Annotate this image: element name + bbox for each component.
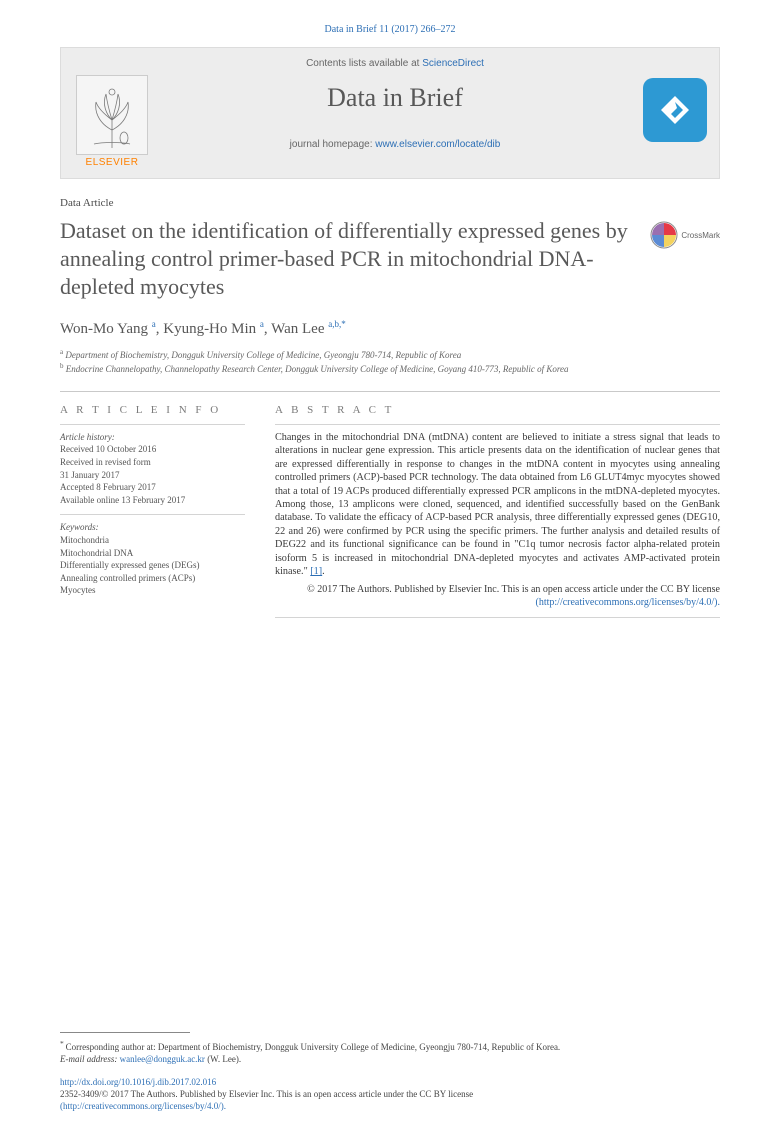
affiliations-block: a Department of Biochemistry, Dongguk Un… bbox=[60, 348, 720, 374]
author-3: Wan Lee bbox=[271, 321, 324, 337]
banner-center: Contents lists available at ScienceDirec… bbox=[161, 58, 629, 150]
history-line: Accepted 8 February 2017 bbox=[60, 481, 245, 494]
affiliation-b-text: Endocrine Channelopathy, Channelopathy R… bbox=[66, 364, 569, 374]
footnote-divider bbox=[60, 1032, 190, 1033]
article-info-column: A R T I C L E I N F O Article history: R… bbox=[60, 404, 245, 624]
keywords-label: Keywords: bbox=[60, 521, 245, 534]
history-line: Received in revised form bbox=[60, 456, 245, 469]
info-heading: A R T I C L E I N F O bbox=[60, 404, 245, 416]
page-footer: * Corresponding author at: Department of… bbox=[60, 1032, 720, 1112]
author-2: Kyung-Ho Min bbox=[163, 321, 256, 337]
author-1: Won-Mo Yang bbox=[60, 321, 148, 337]
email-suffix: (W. Lee). bbox=[205, 1054, 241, 1064]
homepage-line: journal homepage: www.elsevier.com/locat… bbox=[161, 139, 629, 150]
running-head-citation: Data in Brief 11 (2017) 266–272 bbox=[0, 0, 780, 47]
affiliation-a: a Department of Biochemistry, Dongguk Un… bbox=[60, 348, 720, 361]
abstract-column: A B S T R A C T Changes in the mitochond… bbox=[275, 404, 720, 624]
history-line: 31 January 2017 bbox=[60, 469, 245, 482]
history-label: Article history: bbox=[60, 431, 245, 444]
keyword: Differentially expressed genes (DEGs) bbox=[60, 559, 245, 572]
abstract-text: Changes in the mitochondrial DNA (mtDNA)… bbox=[275, 431, 720, 579]
doi-block: http://dx.doi.org/10.1016/j.dib.2017.02.… bbox=[60, 1076, 720, 1112]
article-type-label: Data Article bbox=[60, 197, 720, 209]
email-footnote: E-mail address: wanlee@dongguk.ac.kr (W.… bbox=[60, 1053, 720, 1065]
abstract-heading: A B S T R A C T bbox=[275, 404, 720, 416]
homepage-prefix: journal homepage: bbox=[290, 139, 376, 150]
corr-text: Corresponding author at: Department of B… bbox=[66, 1042, 561, 1052]
keyword: Mitochondrial DNA bbox=[60, 547, 245, 560]
keyword: Annealing controlled primers (ACPs) bbox=[60, 572, 245, 585]
journal-banner: ELSEVIER Contents lists available at Sci… bbox=[60, 47, 720, 179]
article-title: Dataset on the identification of differe… bbox=[60, 217, 650, 301]
doi-link[interactable]: http://dx.doi.org/10.1016/j.dib.2017.02.… bbox=[60, 1077, 216, 1087]
journal-title: Data in Brief bbox=[161, 83, 629, 113]
contents-line: Contents lists available at ScienceDirec… bbox=[161, 58, 629, 69]
email-label: E-mail address: bbox=[60, 1054, 120, 1064]
article-history: Article history: Received 10 October 201… bbox=[60, 431, 245, 507]
elsevier-wordmark: ELSEVIER bbox=[86, 157, 139, 168]
abstract-divider bbox=[275, 424, 720, 425]
sciencedirect-link[interactable]: ScienceDirect bbox=[422, 58, 484, 69]
section-divider bbox=[60, 391, 720, 392]
authors-line: Won-Mo Yang a, Kyung-Ho Min a, Wan Lee a… bbox=[60, 319, 720, 338]
elsevier-tree-icon bbox=[76, 75, 148, 155]
history-line: Available online 13 February 2017 bbox=[60, 494, 245, 507]
affiliation-b: b Endocrine Channelopathy, Channelopathy… bbox=[60, 362, 720, 375]
reference-link[interactable]: [1] bbox=[310, 566, 322, 577]
keyword: Myocytes bbox=[60, 584, 245, 597]
copyright-block: © 2017 The Authors. Published by Elsevie… bbox=[275, 583, 720, 609]
crossmark-badge[interactable]: CrossMark bbox=[650, 221, 720, 249]
homepage-link[interactable]: www.elsevier.com/locate/dib bbox=[375, 139, 500, 150]
author-1-aff: a bbox=[152, 319, 156, 329]
elsevier-logo-block: ELSEVIER bbox=[73, 60, 151, 168]
contents-prefix: Contents lists available at bbox=[306, 58, 422, 69]
keyword: Mitochondria bbox=[60, 534, 245, 547]
info-divider bbox=[60, 424, 245, 425]
corresponding-marker: * bbox=[341, 319, 346, 329]
abstract-body: Changes in the mitochondrial DNA (mtDNA)… bbox=[275, 432, 720, 578]
issn-line: 2352-3409/© 2017 The Authors. Published … bbox=[60, 1089, 473, 1099]
author-2-aff: a bbox=[260, 319, 264, 329]
footer-license-link[interactable]: (http://creativecommons.org/licenses/by/… bbox=[60, 1101, 226, 1111]
copyright-text: © 2017 The Authors. Published by Elsevie… bbox=[307, 584, 720, 595]
corresponding-footnote: * Corresponding author at: Department of… bbox=[60, 1039, 720, 1053]
affiliation-a-text: Department of Biochemistry, Dongguk Univ… bbox=[65, 350, 461, 360]
email-link[interactable]: wanlee@dongguk.ac.kr bbox=[120, 1054, 205, 1064]
license-link[interactable]: (http://creativecommons.org/licenses/by/… bbox=[536, 597, 721, 608]
keywords-block: Keywords: Mitochondria Mitochondrial DNA… bbox=[60, 521, 245, 597]
info-divider bbox=[60, 514, 245, 515]
author-3-aff: a,b, bbox=[328, 319, 341, 329]
journal-logo-icon bbox=[643, 78, 707, 142]
abstract-end-divider bbox=[275, 617, 720, 618]
crossmark-text: CrossMark bbox=[681, 231, 720, 240]
history-line: Received 10 October 2016 bbox=[60, 443, 245, 456]
